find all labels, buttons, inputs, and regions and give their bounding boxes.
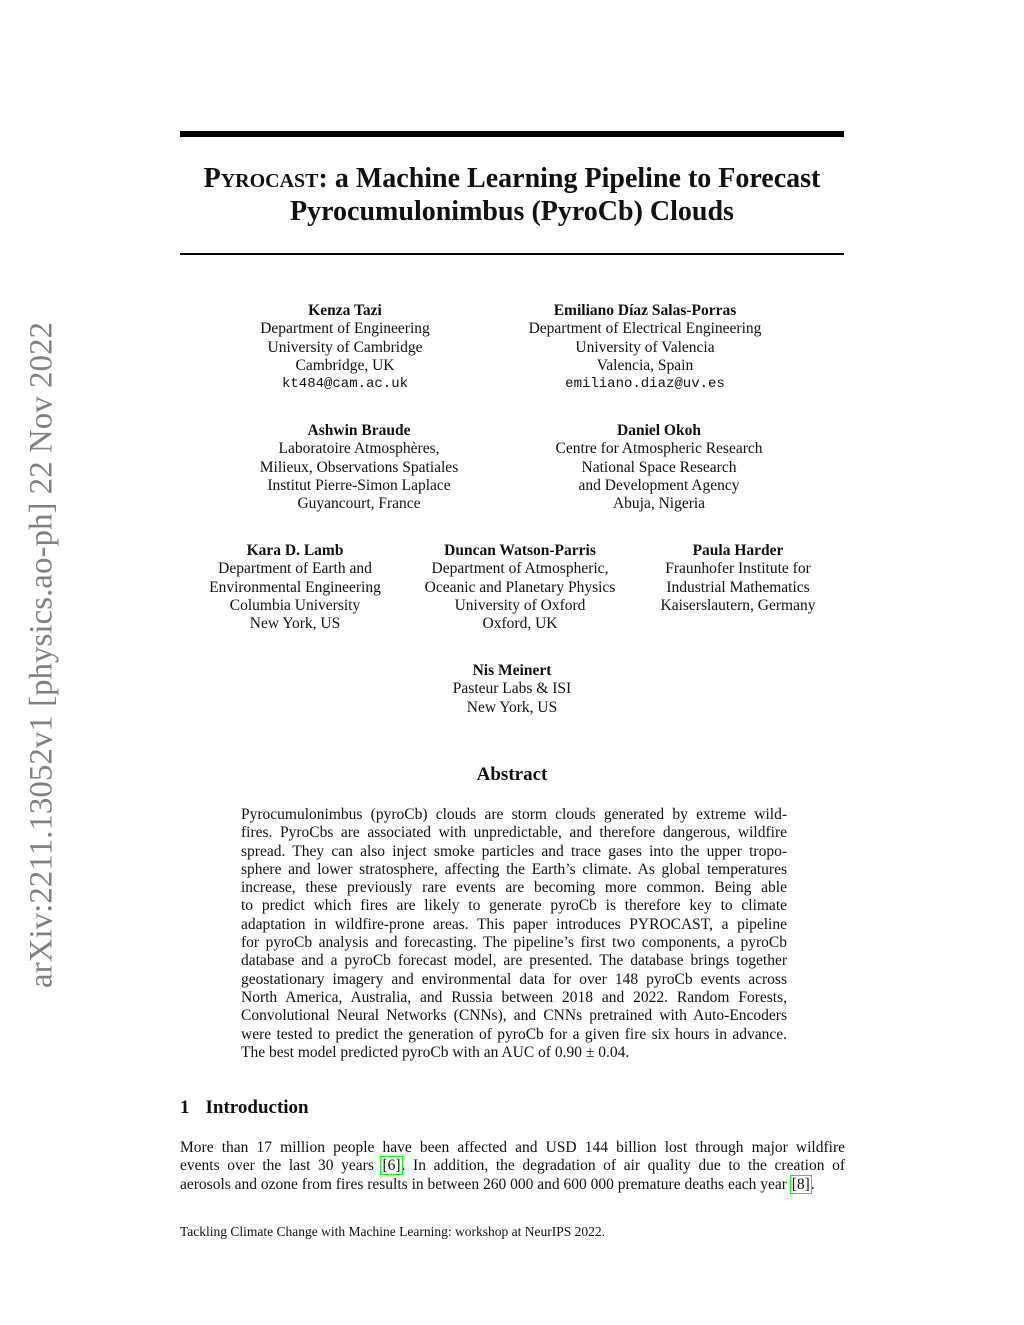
citation-link[interactable]: [6] bbox=[380, 1156, 403, 1176]
intro-line: More than 17 million people have been af… bbox=[180, 1139, 845, 1156]
intro-paragraph: More than 17 million people have been af… bbox=[180, 1139, 845, 1194]
author-block: Emiliano Díaz Salas-Porras Department of … bbox=[495, 302, 795, 393]
author-block: Ashwin Braude Laboratoire Atmosphères, Mil… bbox=[209, 422, 509, 513]
author-affiliation: Fraunhofer Institute for bbox=[665, 560, 811, 578]
author-block: Daniel Okoh Centre for Atmospheric Resear… bbox=[509, 422, 809, 513]
paper-title: Pyrocast: a Machine Learning Pipeline to… bbox=[180, 162, 844, 228]
author-affiliation: New York, US bbox=[249, 615, 341, 633]
title-name: Pyrocast bbox=[203, 163, 319, 194]
abstract-line: spread. They can also inject smoke parti… bbox=[241, 842, 787, 860]
abstract-line: sphere and lower stratosphere, affecting… bbox=[241, 860, 787, 878]
abstract-heading: Abstract bbox=[476, 764, 548, 785]
section-heading: 1 Introduction bbox=[180, 1097, 325, 1119]
author-block: Duncan Watson-Parris Department of Atmosp… bbox=[370, 542, 670, 633]
author-affiliation: Department of Engineering bbox=[260, 320, 430, 338]
author-affiliation: New York, US bbox=[466, 698, 558, 716]
author-affiliation: Environmental Engineering bbox=[209, 578, 381, 596]
author-email[interactable]: kt484@cam.ac.uk bbox=[281, 376, 409, 393]
text: . bbox=[810, 1175, 815, 1193]
author-affiliation: Kaiserslautern, Germany bbox=[660, 596, 816, 614]
author-name: Ashwin Braude bbox=[307, 422, 411, 439]
author-affiliation: University of Oxford bbox=[454, 596, 586, 614]
author-email[interactable]: emiliano.diaz@uv.es bbox=[565, 376, 725, 393]
intro-line: events over the last 30 years [6]. In ad… bbox=[180, 1156, 845, 1176]
text: . In addition, the degradation of air qu… bbox=[401, 1157, 845, 1175]
abstract-line: Convolutional Neural Networks (CNNs), an… bbox=[241, 1007, 787, 1025]
author-affiliation: National Space Research bbox=[581, 458, 737, 476]
author-name: Duncan Watson-Parris bbox=[444, 542, 596, 559]
title-rule-top bbox=[180, 131, 844, 137]
author-affiliation: Centre for Atmospheric Research bbox=[555, 440, 763, 458]
author-affiliation: Cambridge, UK bbox=[295, 356, 395, 374]
abstract-line: North America, Australia, and Russia bet… bbox=[241, 988, 787, 1006]
author-name: Kara D. Lamb bbox=[246, 542, 344, 559]
footnote: Tackling Climate Change with Machine Lea… bbox=[180, 1224, 605, 1239]
section-number: 1 bbox=[180, 1097, 190, 1118]
abstract-line: for pyroCb analysis and forecasting. The… bbox=[241, 934, 787, 952]
author-name: Daniel Okoh bbox=[617, 422, 701, 439]
abstract-line: to predict which fires are likely to gen… bbox=[241, 897, 787, 915]
citation-link[interactable]: [8] bbox=[789, 1174, 812, 1194]
abstract-line: Pyrocumulonimbus (pyroCb) clouds are sto… bbox=[241, 806, 787, 823]
author-affiliation: Abuja, Nigeria bbox=[612, 495, 706, 513]
title-rule-bottom bbox=[180, 253, 844, 255]
abstract-line: were tested to predict the generation of… bbox=[241, 1025, 787, 1043]
author-name: Nis Meinert bbox=[472, 662, 552, 679]
author-block: Paula Harder Fraunhofer Institute for Indu… bbox=[588, 542, 888, 615]
author-affiliation: Department of Earth and bbox=[218, 560, 372, 578]
author-name: Emiliano Díaz Salas-Porras bbox=[553, 302, 737, 319]
abstract-line: database and a pyroCb forecast model, ar… bbox=[241, 952, 787, 970]
author-block: Nis Meinert Pasteur Labs & ISI New York, U… bbox=[362, 662, 662, 717]
author-affiliation: Guyancourt, France bbox=[297, 495, 421, 513]
author-affiliation: Milieux, Observations Spatiales bbox=[259, 458, 459, 476]
abstract-line: The best model predicted pyroCb with an … bbox=[241, 1043, 630, 1061]
title-line2: Pyrocumulonimbus (PyroCb) Clouds bbox=[290, 196, 734, 227]
section-title: Introduction bbox=[205, 1097, 309, 1118]
abstract-line: geostationary imagery and environmental … bbox=[241, 970, 787, 988]
arxiv-stamp: arXiv:2211.13052v1 [physics.ao-ph] 22 No… bbox=[23, 321, 60, 989]
author-block: Kenza Tazi Department of Engineering Unive… bbox=[195, 302, 495, 393]
author-affiliation: Oceanic and Planetary Physics bbox=[424, 578, 616, 596]
abstract-line: increase, these previously rare events a… bbox=[241, 879, 787, 897]
author-affiliation: Department of Electrical Engineering bbox=[528, 320, 762, 338]
author-affiliation: Industrial Mathematics bbox=[666, 578, 810, 596]
abstract-line: fires. PyroCbs are associated with unpre… bbox=[241, 824, 787, 842]
author-affiliation: University of Cambridge bbox=[267, 338, 423, 356]
author-affiliation: Oxford, UK bbox=[482, 615, 558, 633]
author-block: Kara D. Lamb Department of Earth and Envir… bbox=[145, 542, 445, 633]
author-affiliation: University of Valencia bbox=[575, 338, 715, 356]
author-affiliation: Department of Atmospheric, bbox=[431, 560, 609, 578]
author-affiliation: Institut Pierre-Simon Laplace bbox=[267, 476, 451, 494]
abstract-line: adaptation in wildfire-prone areas. This… bbox=[241, 915, 787, 933]
text: events over the last 30 years bbox=[180, 1157, 382, 1175]
author-affiliation: and Development Agency bbox=[578, 476, 740, 494]
title-line1: : a Machine Learning Pipeline to Forecas… bbox=[318, 163, 821, 194]
author-affiliation: Pasteur Labs & ISI bbox=[452, 680, 572, 698]
intro-line: aerosols and ozone from fires results in… bbox=[180, 1174, 845, 1194]
text: aerosols and ozone from fires results in… bbox=[180, 1175, 791, 1193]
author-affiliation: Laboratoire Atmosphères, bbox=[278, 440, 440, 458]
author-affiliation: Columbia University bbox=[229, 596, 361, 614]
author-affiliation: Valencia, Spain bbox=[596, 356, 694, 374]
abstract-body: Pyrocumulonimbus (pyroCb) clouds are sto… bbox=[241, 806, 787, 1062]
author-name: Kenza Tazi bbox=[308, 302, 382, 319]
author-name: Paula Harder bbox=[692, 542, 784, 559]
